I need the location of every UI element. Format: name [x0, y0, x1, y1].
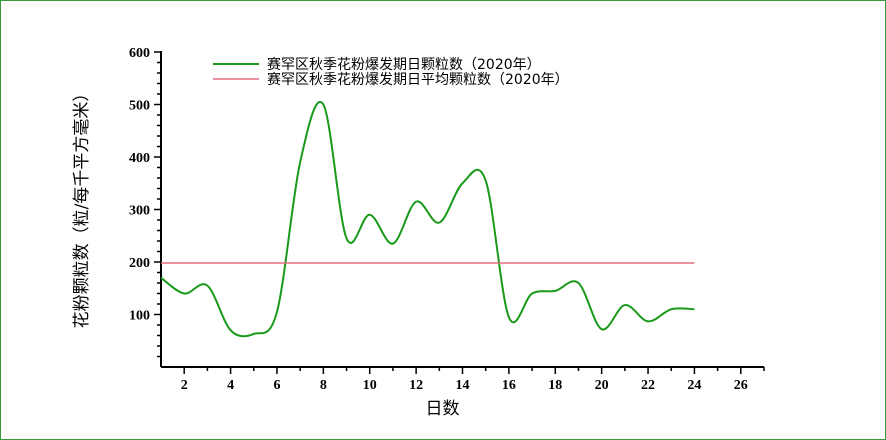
y-tick-label: 400: [129, 151, 150, 166]
x-tick-label: 14: [456, 378, 470, 393]
x-tick-label: 12: [409, 378, 423, 393]
x-tick-label: 2: [181, 378, 188, 393]
y-tick-label: 100: [129, 309, 150, 324]
legend-label: 赛罕区秋季花粉爆发期日平均颗粒数（2020年）: [267, 72, 569, 88]
x-tick-label: 16: [502, 378, 516, 393]
series-layer: [160, 101, 695, 338]
y-tick-label: 500: [129, 99, 150, 114]
x-tick-label: 18: [548, 378, 562, 393]
x-axis-title: 日数: [426, 399, 460, 419]
x-tick-label: 20: [595, 378, 609, 393]
legend: 赛罕区秋季花粉爆发期日颗粒数（2020年）赛罕区秋季花粉爆发期日平均颗粒数（20…: [213, 57, 569, 88]
daily-count-line: [160, 101, 695, 338]
y-axis-title: 花粉颗粒数（粒/每千平方毫米）: [72, 85, 92, 329]
y-tick-label: 300: [129, 204, 150, 219]
y-tick-label: 200: [129, 256, 150, 271]
x-tick-label: 26: [734, 378, 748, 393]
x-tick-label: 24: [687, 378, 701, 393]
x-tick-label: 10: [363, 378, 377, 393]
legend-label: 赛罕区秋季花粉爆发期日颗粒数（2020年）: [267, 57, 541, 73]
x-tick-label: 4: [227, 378, 234, 393]
x-tick-label: 8: [320, 378, 327, 393]
x-tick-label: 22: [641, 378, 655, 393]
y-tick-label: 600: [129, 46, 150, 61]
x-tick-label: 6: [273, 378, 280, 393]
